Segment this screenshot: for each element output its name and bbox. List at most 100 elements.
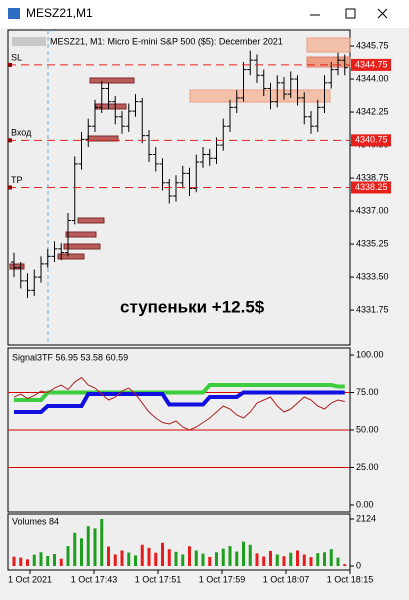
volume-bar [59, 558, 63, 566]
volume-bar [242, 541, 245, 566]
volume-bar [120, 550, 124, 566]
volume-bar [53, 554, 56, 566]
volume-bar [235, 551, 239, 566]
y-tick-label: 4333.50 [356, 271, 389, 281]
y-tick-label: 4338.75 [356, 172, 389, 182]
volume-bar [194, 550, 198, 566]
volume-bar [161, 542, 164, 566]
y-tick-label: 4335.25 [356, 238, 389, 248]
indicator-line [13, 376, 345, 431]
volume-bar [302, 554, 306, 566]
volume-bar [248, 544, 252, 566]
y-tick-label: 4331.75 [356, 304, 389, 314]
title-bar [0, 0, 409, 28]
y-tick-label: 2124 [356, 513, 376, 523]
y-tick-label: 4344.00 [356, 73, 389, 83]
indicator-line [14, 390, 345, 415]
annotation: ступеньки +12.5$ [120, 297, 265, 316]
level-name: Вход [11, 128, 32, 138]
y-tick-label: 4342.25 [356, 106, 389, 116]
level-marker [8, 62, 12, 67]
close-button[interactable] [377, 8, 388, 19]
volume-bar [228, 546, 232, 566]
volume-bar [329, 549, 333, 566]
volume-bar [282, 556, 286, 566]
volume-bar [26, 559, 29, 566]
volume-bar [316, 553, 320, 566]
y-tick-label: 75.00 [356, 387, 379, 397]
volume-bar [113, 554, 117, 566]
level-label-box [351, 134, 391, 147]
level-marker [8, 138, 12, 143]
volume-bar [100, 519, 104, 566]
volume-bar [73, 532, 77, 566]
volume-bar [275, 554, 279, 566]
x-tick-label: 1 Oct 18:15 [327, 574, 374, 584]
maximize-button[interactable] [345, 8, 356, 19]
indicator-header: Signal3TF 56.95 53.58 60.59 [12, 352, 128, 362]
volume-bar [167, 549, 171, 566]
level-marker [8, 185, 12, 190]
zone-box [306, 37, 351, 53]
level-label: 4340.75 [355, 135, 388, 145]
level-label: 4338.25 [355, 182, 388, 192]
volume-bar [154, 552, 158, 566]
y-tick-label: 0 [356, 560, 361, 570]
volume-bar [323, 552, 326, 566]
volume-bar [343, 564, 347, 566]
x-tick-label: 1 Oct 2021 [8, 574, 52, 584]
volume-bar [39, 552, 43, 566]
app-icon [8, 8, 20, 19]
volume-bar [289, 552, 293, 566]
volume-bar [12, 556, 16, 566]
volume-bar [208, 556, 212, 566]
x-tick-label: 1 Oct 18:07 [263, 574, 310, 584]
x-tick-label: 1 Oct 17:59 [199, 574, 246, 584]
volume-bar [336, 557, 340, 566]
y-tick-label: 50.00 [356, 424, 379, 434]
level-name: TP [11, 175, 23, 185]
level-label: 4344.75 [355, 59, 388, 69]
volume-bar [86, 526, 90, 566]
level-label-box [351, 58, 391, 71]
volume-bar [140, 544, 144, 566]
chart-icons[interactable] [12, 37, 46, 46]
level-name: SL [11, 52, 22, 62]
volume-bar [188, 546, 191, 566]
volume-bar [174, 551, 178, 566]
level-label-box [351, 181, 391, 194]
volume-bar [134, 555, 137, 566]
volume-bar [147, 547, 151, 566]
window-title: MESZ21,M1 [26, 6, 93, 20]
volume-header: Volumes 84 [12, 516, 59, 526]
volume-bar [32, 554, 36, 566]
y-tick-label: 25.00 [356, 462, 379, 472]
x-tick-label: 1 Oct 17:51 [135, 574, 182, 584]
volume-bar [66, 546, 70, 566]
volume-bar [255, 553, 259, 566]
zone-box [189, 89, 331, 103]
volume-bar [221, 548, 225, 566]
step-marks [9, 77, 135, 270]
volume-bar [201, 553, 205, 566]
volume-pane [7, 513, 351, 571]
volume-bar [262, 556, 266, 566]
y-tick-label: 0.00 [356, 499, 374, 509]
volume-bar [309, 557, 313, 566]
volume-bar [80, 538, 83, 566]
volume-bar [46, 556, 50, 566]
volume-bar [107, 546, 110, 566]
volume-bar [269, 550, 272, 566]
volume-bar [127, 552, 131, 566]
volume-bar [181, 554, 185, 566]
y-tick-label: 100.00 [356, 349, 384, 359]
volume-bar [19, 557, 23, 566]
volume-bar [93, 528, 97, 566]
y-tick-label: 4345.75 [356, 40, 389, 50]
volume-bar [215, 552, 218, 566]
zone-box [306, 56, 351, 68]
x-tick-label: 1 Oct 17:43 [71, 574, 118, 584]
volume-bar [296, 550, 299, 566]
